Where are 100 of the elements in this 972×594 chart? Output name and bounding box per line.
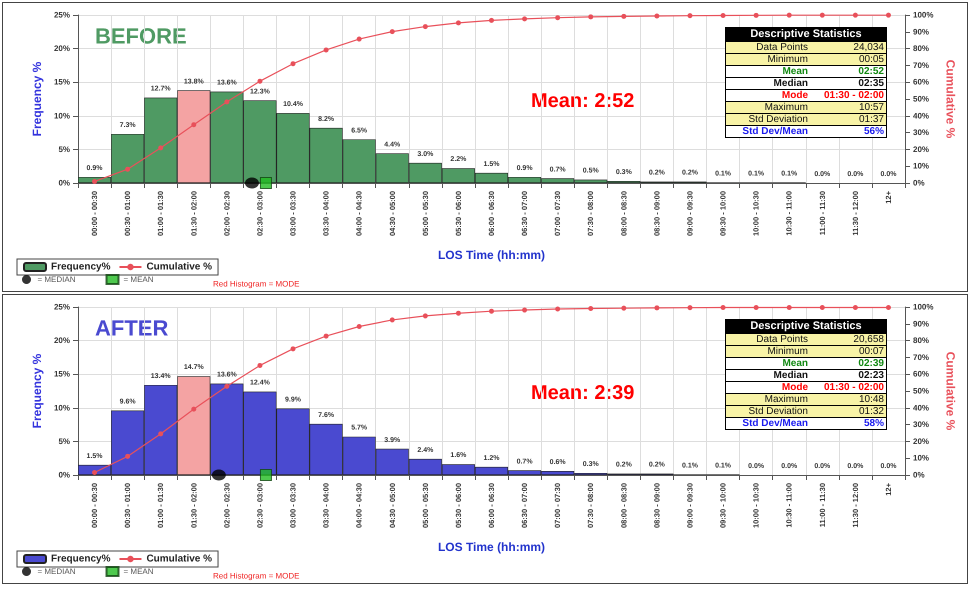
- point: [720, 305, 726, 310]
- legend-label: Cumulative %: [146, 554, 212, 564]
- point: [754, 12, 759, 18]
- legend-label: = MEDIAN: [38, 275, 76, 284]
- y-tick-label: 15%: [54, 370, 70, 379]
- point: [886, 305, 891, 310]
- annotation: 02:35: [810, 78, 886, 90]
- annotation: Mean: [726, 66, 810, 78]
- y2-tick-label: 90%: [913, 319, 930, 328]
- point: [356, 36, 362, 42]
- point: [456, 20, 461, 26]
- text: Red Histogram = MODE: [213, 280, 300, 288]
- point: [158, 431, 164, 436]
- y2-tick-label: 0%: [913, 470, 925, 480]
- point: [324, 334, 329, 339]
- annotation: Maximum: [726, 394, 810, 406]
- annotation: Descriptive Statistics: [726, 28, 886, 42]
- y2-tick-label: 30%: [913, 420, 930, 430]
- annotation: Maximum: [726, 102, 810, 114]
- point: [257, 78, 262, 84]
- legend-label: = MEAN: [124, 275, 154, 284]
- annotation: Mode: [726, 90, 810, 102]
- y2-tick-label: 40%: [913, 111, 930, 120]
- point: [158, 145, 164, 150]
- point: [621, 306, 626, 311]
- annotation: Median: [726, 370, 810, 382]
- annotation: Std Dev/Mean: [726, 126, 810, 138]
- point: [257, 362, 262, 368]
- y-axis-title: Frequency %: [30, 61, 44, 136]
- y-tick-label: 10%: [54, 403, 70, 412]
- point: [290, 346, 296, 352]
- annotation: Std Deviation: [726, 406, 810, 418]
- point: [522, 16, 528, 22]
- annotation: Mode: [726, 382, 810, 394]
- point: [191, 406, 196, 412]
- point: [820, 12, 825, 18]
- y2-tick-label: 0%: [913, 178, 925, 188]
- y2-axis-title: Cumulative %: [943, 60, 958, 139]
- y2-tick-label: 70%: [913, 352, 930, 362]
- y-tick-label: 25%: [54, 302, 70, 312]
- annotation: 00:05: [810, 54, 886, 66]
- legend-label: = MEAN: [124, 567, 154, 576]
- annotation: Descriptive Statistics: [726, 320, 886, 334]
- y-tick-label: 5%: [58, 144, 70, 154]
- y2-tick-label: 40%: [913, 403, 930, 412]
- annotation: Std Dev/Mean: [726, 418, 810, 430]
- point: [92, 178, 98, 184]
- y-tick-label: 0%: [58, 470, 70, 480]
- y2-tick-label: 50%: [913, 94, 930, 104]
- point: [390, 317, 395, 322]
- y2-tick-label: 100%: [913, 302, 934, 312]
- point: [886, 12, 891, 18]
- y-tick-label: 20%: [54, 336, 70, 346]
- y2-tick-label: 100%: [913, 10, 934, 20]
- point: [489, 308, 494, 314]
- legend-label: = MEDIAN: [38, 567, 76, 576]
- point: [422, 24, 428, 30]
- y2-tick-label: 80%: [913, 336, 930, 346]
- annotation: 01:30 - 02:00: [810, 90, 886, 102]
- point: [224, 99, 230, 104]
- point: [522, 308, 528, 313]
- legend-label: Frequency%: [51, 554, 111, 564]
- y2-tick-label: 20%: [913, 144, 930, 154]
- y-tick-label: 15%: [54, 78, 70, 87]
- y2-axis-title: Cumulative %: [943, 352, 958, 431]
- y-tick-label: 5%: [58, 436, 70, 446]
- y2-tick-label: 10%: [913, 162, 930, 171]
- y2-tick-label: 20%: [913, 436, 930, 446]
- annotation: Data Points: [726, 42, 810, 54]
- annotation: Mean: 2:52: [531, 90, 634, 112]
- point: [687, 13, 692, 18]
- point: [621, 14, 626, 19]
- annotation: 10:57: [810, 102, 886, 114]
- point: [786, 12, 792, 18]
- annotation: Minimum: [726, 54, 810, 66]
- annotation: Minimum: [726, 346, 810, 358]
- point: [588, 14, 594, 20]
- point: [555, 306, 560, 312]
- point: [224, 384, 230, 389]
- y2-tick-label: 50%: [913, 386, 930, 396]
- y2-tick-label: 30%: [913, 128, 930, 138]
- annotation: 00:07: [810, 346, 886, 358]
- y-tick-label: 25%: [54, 10, 70, 20]
- y-tick-label: 10%: [54, 111, 70, 120]
- point: [456, 310, 461, 316]
- y2-tick-label: 70%: [913, 60, 930, 70]
- annotation: Data Points: [726, 334, 810, 346]
- point: [852, 305, 858, 310]
- point: [588, 306, 594, 312]
- annotation: 02:52: [810, 66, 886, 78]
- x-axis-title: LOS Time (hh:mm): [438, 248, 546, 262]
- point: [820, 305, 825, 310]
- legend-label: Frequency%: [51, 262, 111, 272]
- point: [489, 18, 494, 23]
- annotation: 56%: [810, 126, 886, 138]
- point: [125, 454, 130, 459]
- annotation: Mean: [726, 358, 810, 370]
- y2-tick-label: 80%: [913, 44, 930, 54]
- point: [191, 122, 196, 128]
- annotation: 02:39: [810, 358, 886, 370]
